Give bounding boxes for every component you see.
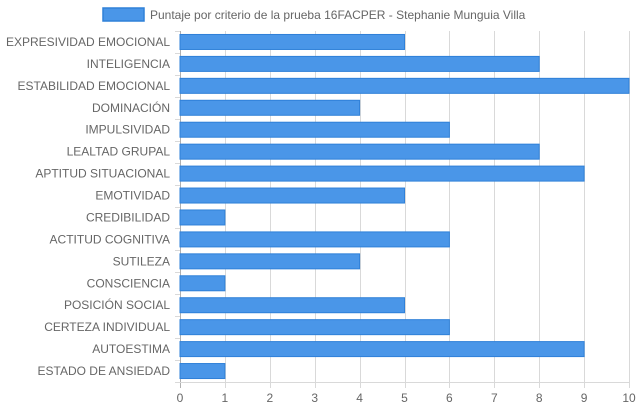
bar-emotividad[interactable] [179, 187, 405, 204]
x-tick-label: 10 [622, 391, 636, 405]
category-label: DOMINACIÓN [92, 100, 170, 115]
category-label: CONSCIENCIA [87, 276, 170, 290]
category-label: CERTEZA INDIVIDUAL [44, 320, 170, 334]
x-tick-label: 5 [401, 391, 408, 405]
category-label: APTITUD SITUACIONAL [35, 167, 170, 181]
category-label: AUTOESTIMA [92, 342, 170, 356]
bar-inteligencia[interactable] [179, 55, 540, 72]
bars [179, 33, 630, 380]
category-label: EXPRESIVIDAD EMOCIONAL [6, 35, 170, 49]
x-tick-label: 8 [536, 391, 543, 405]
category-label: LEALTAD GRUPAL [67, 145, 171, 159]
bar-impulsividad[interactable] [179, 121, 450, 138]
category-label: IMPULSIVIDAD [85, 123, 170, 137]
bar-credibilidad[interactable] [179, 209, 226, 226]
legend-swatch [102, 7, 145, 22]
x-tick-label: 4 [356, 391, 363, 405]
category-label: SUTILEZA [113, 254, 170, 268]
x-tick-label: 6 [446, 391, 453, 405]
x-axis-ticks: 0 1 2 3 4 5 6 7 8 9 10 [177, 391, 636, 405]
bar-lealtad-grupal[interactable] [179, 143, 540, 160]
bar-estabilidad-emocional[interactable] [179, 77, 630, 94]
bar-aptitud-situacional[interactable] [179, 165, 585, 182]
legend[interactable]: Puntaje por criterio de la prueba 16FACP… [102, 7, 526, 22]
bar-certeza-individual[interactable] [179, 319, 450, 336]
bar-posici-n-social[interactable] [179, 297, 405, 314]
bar-expresividad-emocional[interactable] [179, 33, 405, 50]
category-label: INTELIGENCIA [87, 57, 170, 71]
category-label: CREDIBILIDAD [86, 210, 170, 224]
category-label: ESTADO DE ANSIEDAD [38, 364, 171, 378]
bar-dominaci-n[interactable] [179, 99, 361, 116]
bar-sutileza[interactable] [179, 253, 361, 270]
legend-label: Puntaje por criterio de la prueba 16FACP… [150, 8, 526, 22]
x-tick-label: 1 [222, 391, 229, 405]
category-labels: EXPRESIVIDAD EMOCIONAL INTELIGENCIA ESTABI… [6, 35, 170, 378]
bar-actitud-cognitiva[interactable] [179, 231, 450, 248]
bar-autoestima[interactable] [179, 341, 585, 358]
x-tick-label: 9 [581, 391, 588, 405]
bar-estado-de-ansiedad[interactable] [179, 363, 226, 380]
x-tick-label: 2 [266, 391, 273, 405]
x-tick-label: 3 [311, 391, 318, 405]
category-label: ACTITUD COGNITIVA [50, 232, 170, 246]
bar-consciencia[interactable] [179, 275, 226, 292]
category-label: POSICIÓN SOCIAL [64, 297, 170, 312]
x-tick-label: 7 [491, 391, 498, 405]
category-label: EMOTIVIDAD [95, 189, 170, 203]
x-tick-label: 0 [177, 391, 184, 405]
category-label: ESTABILIDAD EMOCIONAL [18, 79, 171, 93]
